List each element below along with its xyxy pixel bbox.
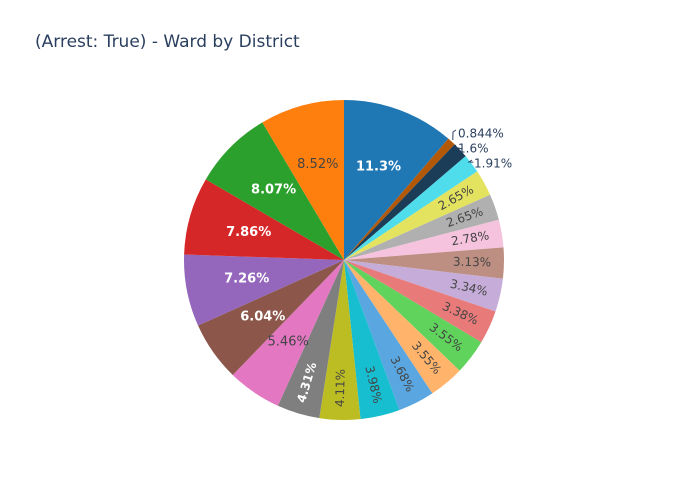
pie-slices xyxy=(183,100,505,421)
slice-label: 5.46% xyxy=(268,335,309,350)
pie-slice xyxy=(344,260,482,371)
slice-label: 0.844% xyxy=(458,127,504,141)
slice-label: 6.04% xyxy=(240,310,285,325)
pie-slice xyxy=(184,179,344,260)
slice-label: 8.52% xyxy=(297,157,338,172)
pie-slice xyxy=(344,138,455,260)
pie-slice xyxy=(344,260,496,343)
slice-label: 1.6% xyxy=(458,142,489,156)
slice-label: 8.07% xyxy=(251,183,296,198)
chart-title: (Arrest: True) - Ward by District xyxy=(35,32,300,52)
pie-slice xyxy=(344,260,433,411)
pie-slice xyxy=(205,122,344,261)
pie-slice xyxy=(344,260,400,420)
slice-label: 7.86% xyxy=(226,225,271,240)
slice-label: 2.78% xyxy=(450,228,490,248)
label-leader-lines xyxy=(451,129,474,163)
pie-slice xyxy=(344,194,499,260)
pie-slice xyxy=(319,260,361,421)
slice-label: 4.11% xyxy=(333,369,348,407)
pie-slice xyxy=(344,260,503,312)
slice-label: 7.26% xyxy=(224,272,269,287)
leader-line xyxy=(451,144,462,150)
pie-slice xyxy=(344,247,505,279)
pie-slice xyxy=(344,260,460,394)
slice-label: 1.91% xyxy=(474,157,512,171)
leader-line xyxy=(452,129,457,141)
pie-slice xyxy=(344,144,466,260)
pie-slice xyxy=(344,156,478,260)
leader-line xyxy=(467,159,474,163)
pie-slice xyxy=(344,171,491,260)
slice-label: 11.3% xyxy=(356,160,401,175)
pie-slice xyxy=(262,100,344,260)
slice-label: 3.13% xyxy=(453,255,491,270)
pie-slice xyxy=(344,219,504,260)
pie-slice xyxy=(183,254,344,326)
pie-slice xyxy=(344,100,449,260)
pie-slice xyxy=(198,260,344,375)
pie-slice xyxy=(232,260,344,406)
pie-slice xyxy=(277,260,344,419)
